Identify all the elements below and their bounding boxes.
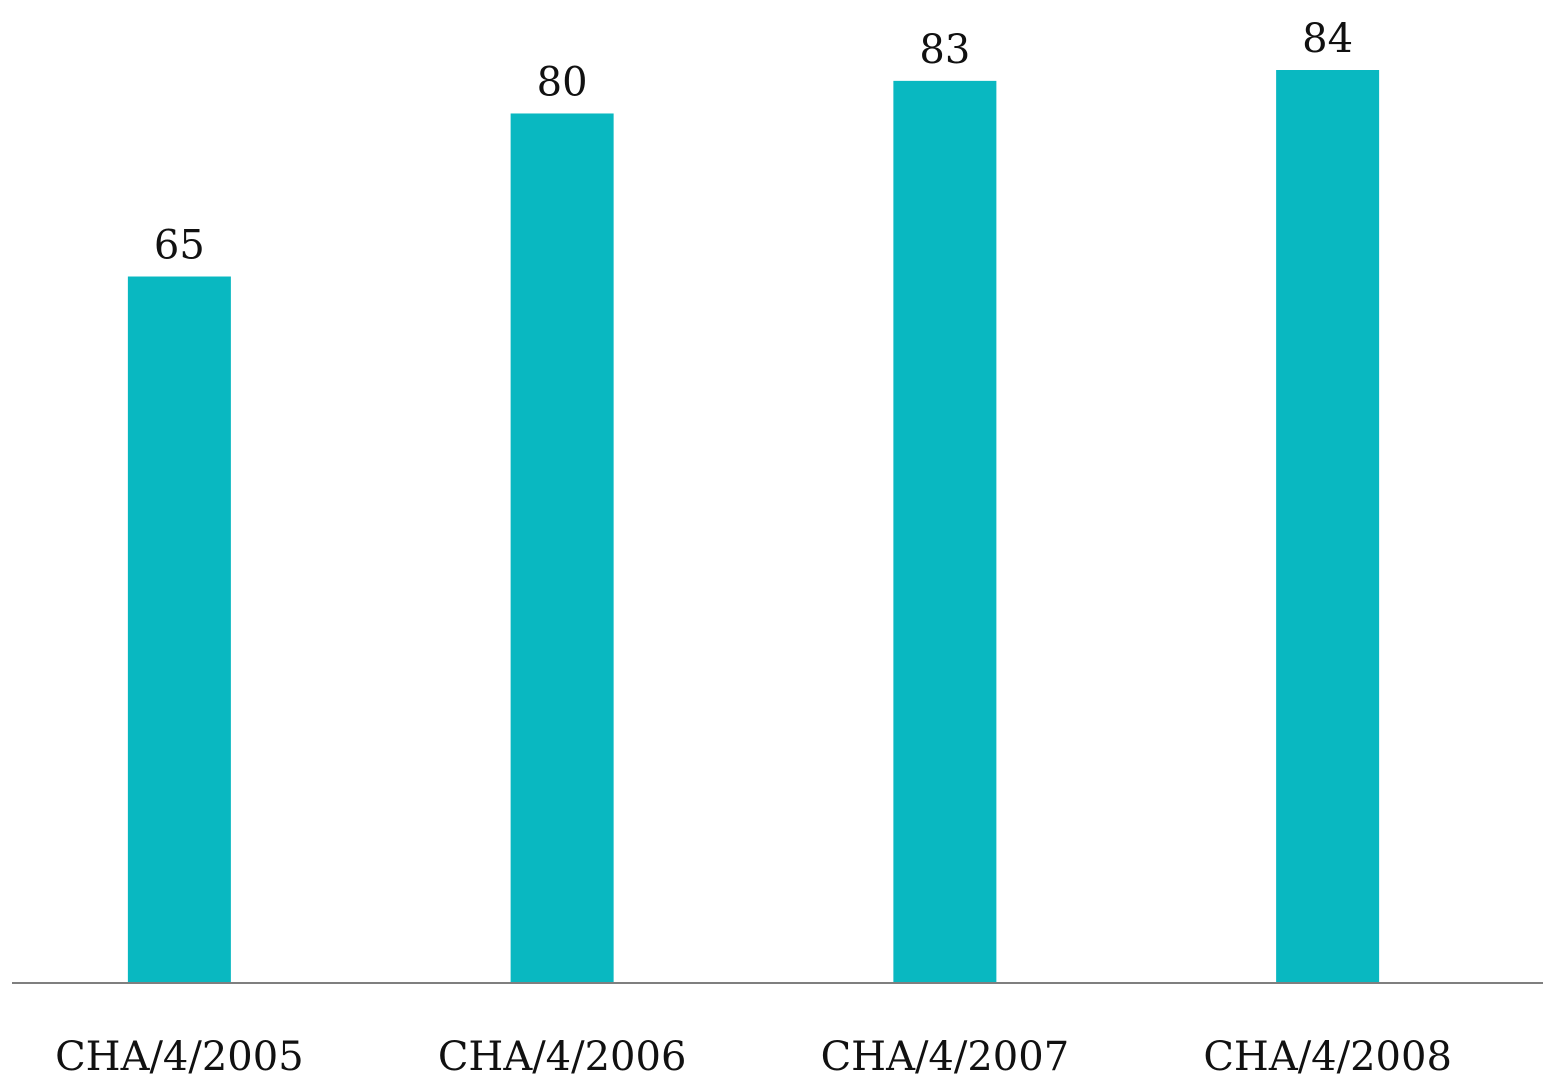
x-tick-label-3: CHA/4/2007 (821, 1034, 1070, 1080)
data-labels-layer: 65 80 83 84 (154, 16, 1353, 269)
x-tick-labels-layer: CHA/4/2005 CHA/4/2006 CHA/4/2007 CHA/4/2008 (55, 1034, 1452, 1080)
data-label-2: 80 (537, 59, 588, 105)
bar-3 (893, 80, 997, 984)
data-label-4: 84 (1302, 16, 1353, 62)
bar-1 (127, 276, 231, 983)
bars-layer (127, 70, 1380, 984)
data-label-3: 83 (919, 27, 970, 73)
x-tick-label-1: CHA/4/2005 (55, 1034, 304, 1080)
bar-2 (510, 113, 614, 983)
bar-4 (1276, 70, 1380, 983)
data-label-1: 65 (154, 223, 205, 269)
x-tick-label-2: CHA/4/2006 (438, 1034, 687, 1080)
x-tick-label-4: CHA/4/2008 (1203, 1034, 1452, 1080)
